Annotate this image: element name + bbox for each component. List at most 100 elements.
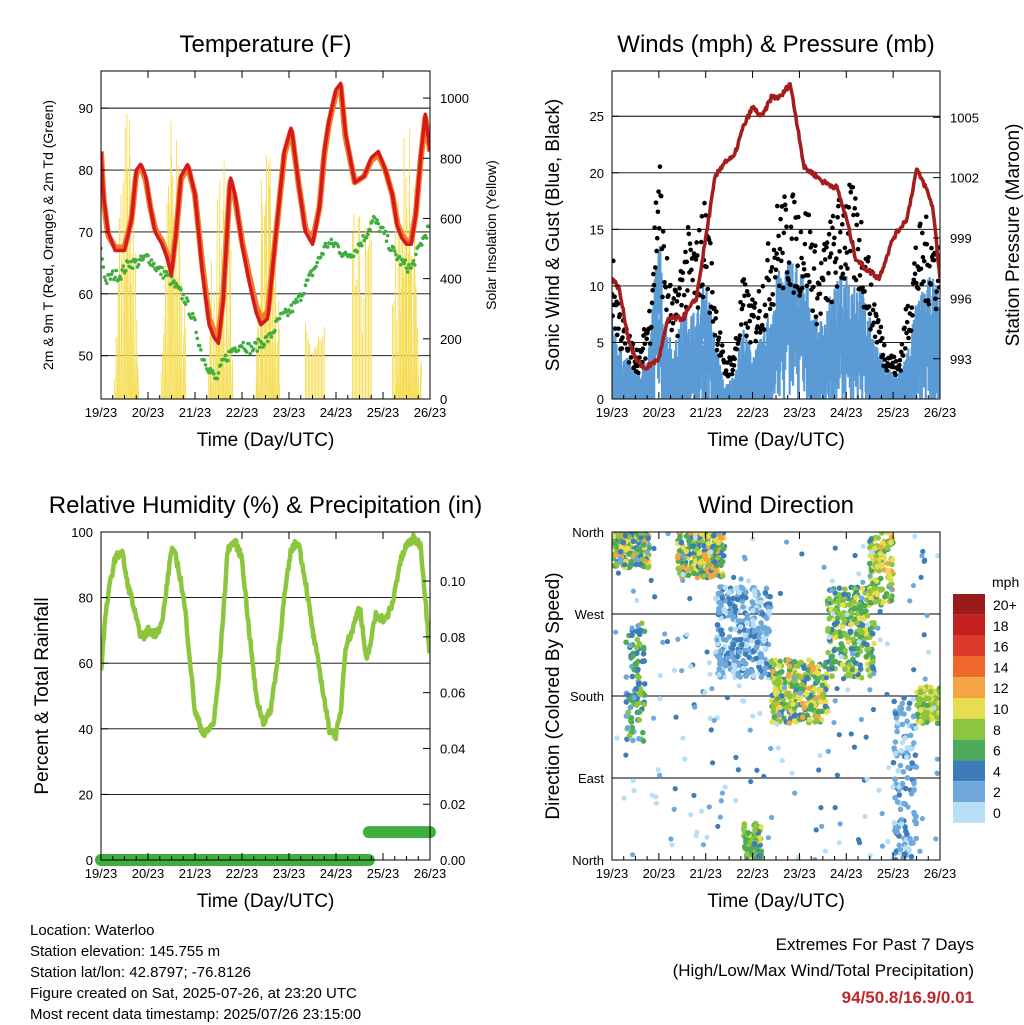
direction-point: [716, 653, 722, 659]
y-tick-label: West: [575, 607, 605, 622]
gust-point: [799, 256, 804, 261]
direction-point: [614, 735, 619, 740]
direction-point: [785, 691, 791, 697]
legend-swatch: [953, 615, 985, 636]
x-tick-label: 21/23: [179, 866, 212, 881]
direction-point: [691, 570, 697, 576]
gust-point: [902, 325, 907, 330]
direction-point: [758, 824, 764, 830]
direction-point: [871, 641, 877, 647]
direction-point: [743, 556, 748, 561]
direction-point: [614, 561, 620, 567]
direction-point: [627, 733, 633, 739]
gust-point: [814, 314, 819, 319]
direction-point: [910, 697, 916, 703]
direction-point: [841, 592, 846, 597]
gust-point: [641, 346, 646, 351]
direction-point: [629, 625, 634, 630]
gust-point: [881, 353, 886, 358]
direction-point: [901, 769, 907, 775]
direction-point: [684, 632, 689, 637]
dewpoint-point: [233, 346, 237, 350]
direction-point: [720, 573, 726, 579]
gust-point: [773, 275, 778, 280]
dewpoint-point: [326, 245, 330, 249]
humidity-frame: [101, 532, 430, 860]
direction-point: [911, 667, 916, 672]
direction-point: [825, 626, 831, 632]
direction-point: [680, 564, 686, 570]
gust-point: [649, 325, 654, 330]
direction-point: [732, 604, 738, 610]
gust-point: [702, 201, 707, 206]
gust-point: [683, 250, 688, 255]
direction-point: [867, 573, 872, 578]
direction-point: [723, 637, 729, 643]
direction-point: [701, 842, 706, 847]
gust-point: [677, 286, 682, 291]
station-elevation: Station elevation: 145.755 m: [30, 941, 220, 962]
dewpoint-point: [270, 335, 274, 339]
gust-point: [898, 358, 903, 363]
gust-point: [615, 333, 620, 338]
legend-label: 12: [993, 680, 1009, 696]
gust-point: [721, 349, 726, 354]
gust-point: [694, 240, 699, 245]
direction-point: [837, 840, 842, 845]
gust-point: [742, 293, 747, 298]
gust-point: [643, 341, 648, 346]
x-tick-label: 25/23: [367, 405, 400, 420]
gust-point: [768, 307, 773, 312]
solar-spike: [126, 114, 127, 399]
direction-point: [935, 771, 940, 776]
y2-tick-label: 400: [440, 272, 462, 287]
winds-y2label: Station Pressure (Maroon): [1003, 124, 1024, 347]
gust-point: [914, 281, 919, 286]
direction-point: [807, 717, 813, 723]
direction-point: [685, 567, 691, 573]
direction-point: [711, 572, 717, 578]
direction-point: [849, 646, 855, 652]
dewpoint-point: [404, 258, 408, 262]
gust-point: [848, 249, 853, 254]
direction-point: [702, 690, 707, 695]
legend-swatch: [953, 677, 985, 698]
legend-label: 2: [993, 784, 1001, 800]
direction-point: [712, 718, 717, 723]
direction-point: [837, 732, 842, 737]
gust-point: [757, 289, 762, 294]
direction-point: [850, 636, 856, 642]
gust-point: [909, 305, 914, 310]
gust-point: [777, 284, 782, 289]
gust-point: [802, 267, 807, 272]
direction-point: [825, 650, 831, 656]
dewpoint-point: [212, 372, 216, 376]
direction-point: [844, 612, 849, 617]
y2-tick-label: 0: [440, 392, 447, 407]
gust-point: [800, 286, 805, 291]
x-tick-label: 25/23: [367, 866, 400, 881]
y-tick-label: 80: [79, 163, 93, 178]
dewpoint-point: [273, 329, 277, 333]
direction-point: [895, 829, 901, 835]
gust-point: [753, 339, 758, 344]
winds-title: Winds (mph) & Pressure (mb): [617, 31, 934, 58]
gust-point: [885, 368, 890, 373]
gust-point: [929, 282, 934, 287]
gust-point: [782, 194, 787, 199]
direction-point: [660, 640, 665, 645]
direction-point: [882, 594, 888, 600]
direction-point: [690, 543, 696, 549]
x-tick-label: 19/23: [596, 405, 629, 420]
direction-point: [875, 564, 881, 570]
gust-point: [784, 207, 789, 212]
dewpoint-point: [181, 293, 185, 297]
direction-point: [812, 719, 818, 725]
direction-point: [823, 849, 828, 854]
gust-point: [715, 348, 720, 353]
winds-ylabel: Sonic Wind & Gust (Blue, Black): [543, 99, 564, 371]
direction-point: [856, 571, 861, 576]
direction-point: [806, 657, 812, 663]
dewpoint-point: [321, 252, 325, 256]
dewpoint-point: [366, 233, 370, 237]
